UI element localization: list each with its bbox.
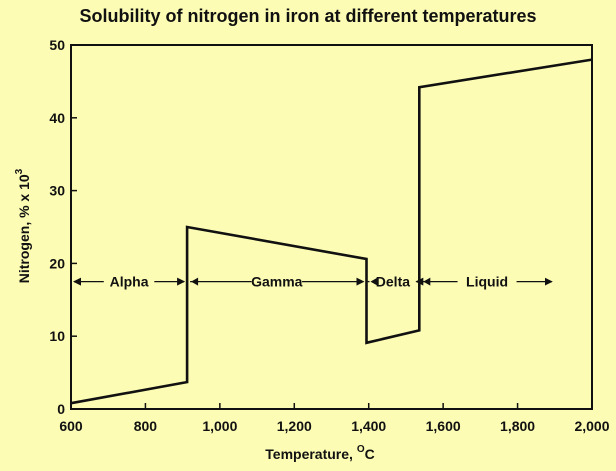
x-tick-label: 600 — [59, 418, 83, 434]
plot-frame — [70, 44, 593, 410]
x-tick-label: 1,000 — [202, 418, 237, 434]
y-tick-label: 40 — [49, 110, 65, 126]
phase-label: Liquid — [466, 274, 508, 290]
chart-title: Solubility of nitrogen in iron at differ… — [79, 6, 537, 26]
y-tick-label: 50 — [49, 37, 65, 53]
x-tick-label: 1,200 — [277, 418, 312, 434]
x-tick-label: 2,000 — [574, 418, 609, 434]
phase-boundary-arrowhead — [423, 277, 431, 286]
phase-annotations: Alpha Gamma Delta Liquid — [73, 274, 553, 290]
y-tick-label: 10 — [49, 328, 65, 344]
phase-boundary-arrowhead — [370, 277, 378, 286]
phase-start-arrowhead — [73, 277, 81, 286]
phase-label: Gamma — [251, 274, 303, 290]
x-axis-title: Temperature, OC — [265, 444, 374, 462]
axis-ticks: 600 800 1,000 1,200 1,400 1,600 1,800 2,000 0 10 2… — [49, 37, 609, 434]
x-tick-label: 1,800 — [500, 418, 535, 434]
plot-border — [70, 44, 593, 410]
y-tick-label: 0 — [57, 401, 65, 417]
phase-label: Alpha — [110, 274, 149, 290]
x-tick-label: 1,400 — [351, 418, 386, 434]
series-group — [70, 58, 593, 405]
y-tick-label: 20 — [49, 255, 65, 271]
x-tick-label: 800 — [134, 418, 158, 434]
phase-label: Delta — [376, 274, 410, 290]
y-axis-title: Nitrogen, % x 103 — [14, 168, 32, 283]
x-tick-label: 1,600 — [426, 418, 461, 434]
series-line — [70, 58, 593, 405]
phase-boundary-arrowhead — [191, 277, 199, 286]
y-tick-label: 30 — [49, 183, 65, 199]
